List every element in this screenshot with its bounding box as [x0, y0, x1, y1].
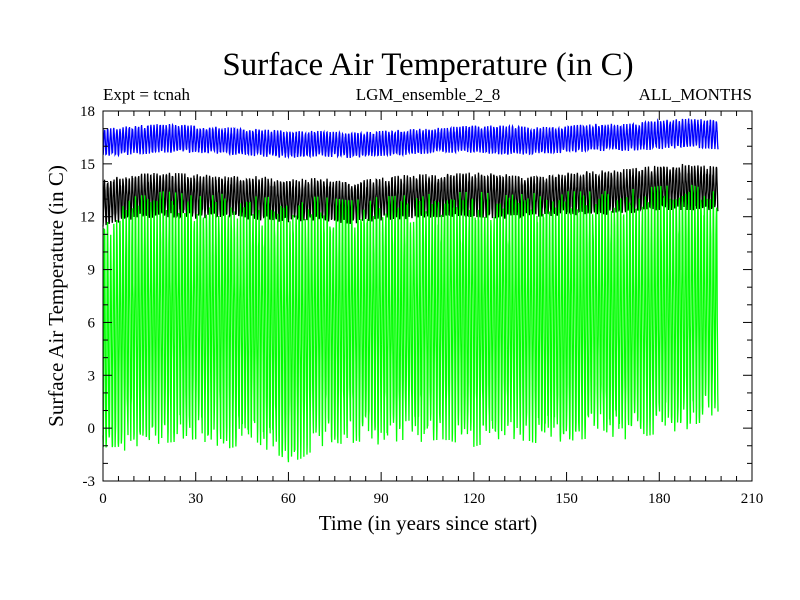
y-tick-label: 15 — [80, 157, 95, 173]
y-tick-label: 6 — [88, 315, 96, 331]
y-tick-label: 12 — [80, 210, 95, 226]
x-tick-label: 60 — [281, 491, 296, 507]
series-1 — [102, 118, 719, 160]
x-axis-label: Time (in years since start) — [319, 511, 538, 535]
subtitle-experiment: Expt = tcnah — [103, 85, 191, 104]
x-tick-label: 210 — [741, 491, 764, 507]
subtitle-ensemble: LGM_ensemble_2_8 — [356, 85, 500, 104]
x-tick-label: 150 — [555, 491, 578, 507]
chart-title: Surface Air Temperature (in C) — [222, 47, 633, 83]
y-tick-label: 0 — [88, 421, 96, 437]
series-line-3 — [102, 184, 719, 463]
subtitle-months: ALL_MONTHS — [639, 85, 752, 104]
y-tick-label: 18 — [80, 104, 95, 120]
x-tick-label: 120 — [463, 491, 486, 507]
y-tick-label: 3 — [88, 368, 96, 384]
y-axis-label: Surface Air Temperature (in C) — [44, 165, 68, 427]
y-tick-label: -3 — [83, 474, 96, 490]
series-2 — [102, 163, 719, 227]
x-tick-label: 0 — [99, 491, 107, 507]
series-3 — [102, 184, 719, 463]
x-tick-label: 30 — [188, 491, 203, 507]
x-tick-label: 180 — [648, 491, 671, 507]
y-tick-label: 9 — [88, 263, 96, 279]
series-line-1 — [102, 118, 719, 160]
series-layer — [102, 118, 719, 463]
series-line-2 — [102, 163, 719, 227]
x-tick-label: 90 — [374, 491, 389, 507]
